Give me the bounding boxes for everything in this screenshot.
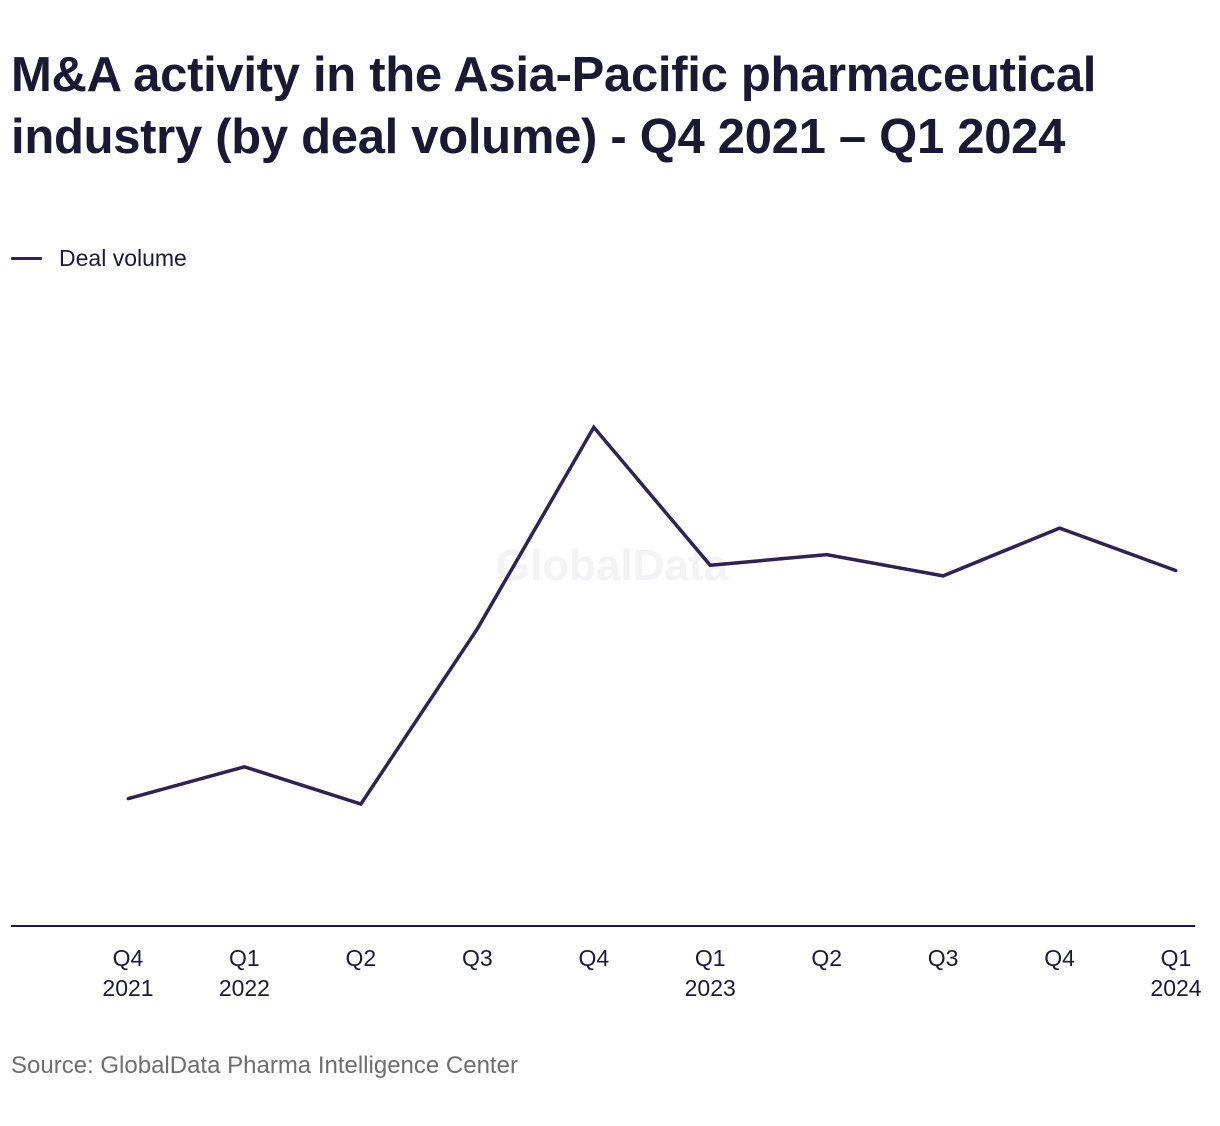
x-tick-year-label: 2022 — [219, 975, 270, 1001]
data-point — [126, 797, 130, 801]
x-tick-label: Q1 — [1161, 945, 1192, 971]
watermark-text: GlobalData — [496, 541, 729, 590]
x-tick-label: Q3 — [462, 945, 493, 971]
x-tick-year-label: 2021 — [102, 975, 153, 1001]
x-tick-label: Q4 — [113, 945, 144, 971]
x-tick-label: Q4 — [1044, 945, 1075, 971]
data-point — [708, 563, 712, 567]
x-tick-year-label: 2024 — [1150, 975, 1201, 1001]
x-tick-label: Q3 — [928, 945, 959, 971]
x-tick-label: Q4 — [578, 945, 609, 971]
x-tick-label: Q1 — [695, 945, 726, 971]
x-tick-label: Q2 — [346, 945, 377, 971]
data-point — [242, 765, 246, 769]
data-point — [1174, 569, 1178, 573]
x-tick-label: Q1 — [229, 945, 260, 971]
chart-marks: Q4 2021 Q1 2022 Q2 Q3 Q4 Q1 2023 Q2 Q3 Q4 Q1 2024 — [11, 424, 1202, 1001]
legend-label: Deal volume — [59, 244, 187, 271]
data-point — [359, 802, 363, 806]
legend: Deal volume — [11, 243, 187, 273]
series-line-deal-volume — [127, 424, 1177, 807]
data-point — [475, 627, 479, 631]
x-tick-label: Q2 — [811, 945, 842, 971]
data-point — [825, 553, 829, 557]
legend-line-swatch — [11, 256, 42, 260]
source-note: Source: GlobalData Pharma Intelligence C… — [11, 1052, 518, 1079]
data-point — [1058, 526, 1062, 530]
data-point — [592, 425, 596, 429]
x-tick-year-label: 2023 — [685, 975, 736, 1001]
chart-title: M&A activity in the Asia-Pacific pharmac… — [11, 48, 1097, 164]
data-point — [941, 574, 945, 578]
